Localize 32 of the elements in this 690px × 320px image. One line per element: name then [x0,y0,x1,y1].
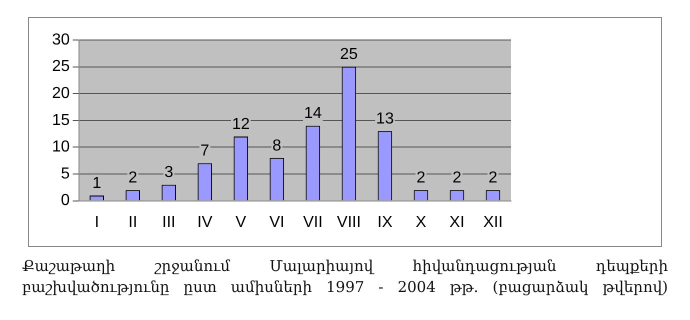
y-tick-label: 0 [60,192,70,210]
y-tick-label: 20 [52,85,70,102]
y-tick-label: 15 [52,112,70,129]
y-tick-label: 10 [52,138,70,156]
x-tick-label: III [162,214,176,231]
x-tick-label: XI [449,214,465,231]
data-label: 7 [200,142,210,160]
x-tick-label: IV [197,214,213,231]
x-tick-label: II [128,214,138,231]
data-label: 12 [232,116,250,133]
x-tick-label: IX [377,214,393,231]
y-tick-label: 30 [52,31,70,48]
x-tick-label: I [94,214,100,231]
data-label: 8 [272,137,282,154]
y-tick-label: 25 [52,58,70,76]
data-label: 2 [128,169,138,186]
data-label: 2 [452,169,462,186]
x-tick-label: V [236,214,247,231]
data-label: 3 [164,164,174,182]
x-tick-label: XII [483,214,503,231]
data-label: 25 [340,46,358,64]
x-tick-label: VIII [336,214,361,231]
data-label: 2 [488,169,498,186]
data-label: 1 [92,174,102,192]
data-label: 14 [304,105,322,122]
x-tick-label: VI [269,214,284,231]
data-label: 13 [376,110,394,128]
x-tick-label: X [416,214,427,231]
x-tick-label: VII [303,214,323,231]
y-tick-label: 5 [60,165,70,182]
text: Քաշաթաղի շրջանում Մալարիայով հիվանդացության դեպքերի բաշխվածությունը ըստ ամիսների 1997 - 2004 թթ. (բացարձակ թվերով) [22,256,668,298]
data-label: 2 [416,169,426,186]
